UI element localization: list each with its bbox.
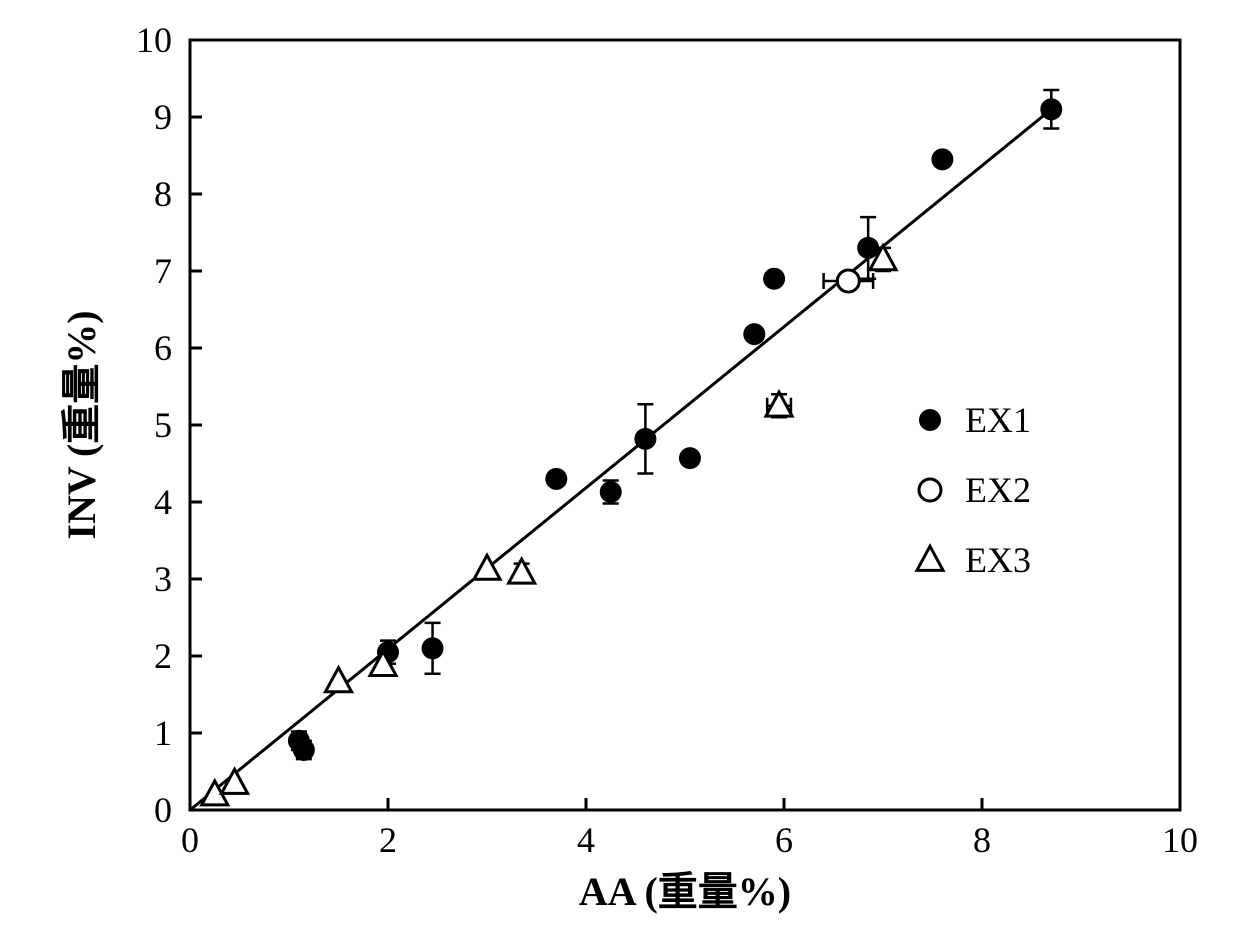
- x-tick-label: 10: [1162, 820, 1198, 860]
- legend-label: EX3: [965, 540, 1031, 580]
- y-tick-label: 6: [154, 328, 172, 368]
- y-tick-label: 10: [136, 20, 172, 60]
- y-tick-label: 9: [154, 97, 172, 137]
- legend-label: EX2: [965, 470, 1031, 510]
- y-tick-label: 1: [154, 713, 172, 753]
- x-axis-label: AA (重量%): [579, 869, 791, 914]
- x-tick-label: 6: [775, 820, 793, 860]
- y-tick-label: 8: [154, 174, 172, 214]
- x-tick-label: 0: [181, 820, 199, 860]
- legend-label: EX1: [965, 400, 1031, 440]
- y-tick-label: 0: [154, 790, 172, 830]
- y-tick-label: 5: [154, 405, 172, 445]
- y-axis-label: INV (重量%): [59, 310, 104, 539]
- y-tick-label: 3: [154, 559, 172, 599]
- x-tick-label: 4: [577, 820, 595, 860]
- y-tick-label: 7: [154, 251, 172, 291]
- chart-svg: 0246810012345678910AA (重量%)INV (重量%)EX1E…: [0, 0, 1240, 947]
- y-tick-label: 4: [154, 482, 172, 522]
- x-tick-label: 2: [379, 820, 397, 860]
- x-tick-label: 8: [973, 820, 991, 860]
- y-tick-label: 2: [154, 636, 172, 676]
- scatter-chart: 0246810012345678910AA (重量%)INV (重量%)EX1E…: [0, 0, 1240, 947]
- legend: EX1 EX2 EX3: [917, 400, 1031, 580]
